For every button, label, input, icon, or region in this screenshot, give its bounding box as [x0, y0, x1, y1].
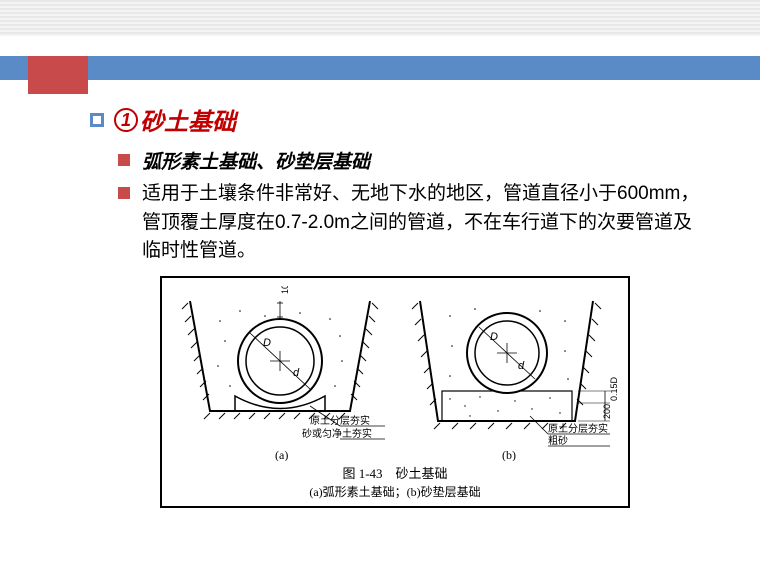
header-gray-band — [0, 0, 760, 36]
dim-d-label: d — [293, 367, 300, 379]
dim-200: 200 — [602, 403, 612, 418]
figure-container: D d 100 原土分层夯实 砂或匀净土夯实 (a) — [160, 276, 630, 508]
header-blue-bar — [0, 56, 760, 80]
dim-015D: 0.15D — [609, 376, 619, 401]
red-square-icon — [118, 187, 130, 199]
svg-text:d: d — [518, 360, 525, 372]
right-annot-1: 原土分层夯实 — [548, 422, 608, 435]
right-annot-2: 粗砂 — [548, 434, 568, 447]
bullet-row: 适用于土壤条件非常好、无地下水的地区，管道直径小于600mm，管顶覆土厚度在0.… — [118, 180, 700, 266]
content-area: 1 砂土基础 弧形素土基础、砂垫层基础 适用于土壤条件非常好、无地下水的地区，管… — [0, 80, 760, 508]
figure-caption: 图 1-43 砂土基础 — [170, 465, 620, 483]
dim-D-label: D — [263, 337, 271, 349]
bullet-text: 弧形素土基础、砂垫层基础 — [142, 147, 370, 174]
red-square-icon — [118, 154, 130, 166]
title-text: 砂土基础 — [140, 102, 236, 137]
bullet-text: 适用于土壤条件非常好、无地下水的地区，管道直径小于600mm，管顶覆土厚度在0.… — [142, 180, 700, 266]
circled-number: 1 — [114, 108, 138, 132]
left-annot-1: 原土分层夯实 — [310, 414, 370, 427]
figure-subcaption: (a)弧形素土基础；(b)砂垫层基础 — [170, 483, 620, 500]
label-a: (a) — [275, 448, 288, 461]
figure-svg: D d 100 原土分层夯实 砂或匀净土夯实 (a) — [170, 286, 620, 461]
label-b: (b) — [502, 448, 516, 461]
dim-100: 100 — [280, 286, 290, 294]
square-bullet-icon — [90, 113, 104, 127]
svg-text:D: D — [490, 331, 498, 343]
title-row: 1 砂土基础 — [90, 102, 700, 137]
bullet-row: 弧形素土基础、砂垫层基础 — [118, 147, 700, 174]
header-red-block — [28, 56, 88, 94]
left-annot-2: 砂或匀净土夯实 — [302, 427, 372, 440]
